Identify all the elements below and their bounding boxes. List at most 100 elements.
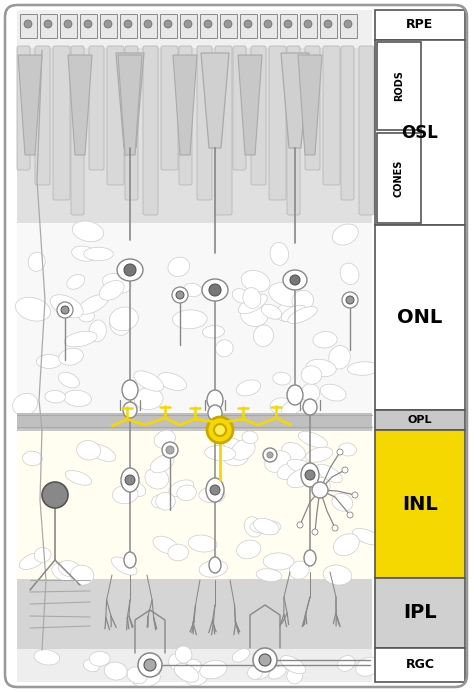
- Ellipse shape: [339, 443, 356, 456]
- Ellipse shape: [277, 464, 298, 480]
- FancyBboxPatch shape: [161, 46, 178, 170]
- Bar: [17, 10, 372, 48]
- Bar: [17, 579, 372, 649]
- Ellipse shape: [332, 224, 358, 245]
- Bar: [320, 14, 337, 38]
- Text: CONES: CONES: [394, 159, 404, 197]
- Circle shape: [204, 20, 212, 28]
- Circle shape: [214, 424, 226, 436]
- FancyBboxPatch shape: [269, 46, 286, 200]
- Ellipse shape: [109, 307, 138, 331]
- Circle shape: [84, 20, 92, 28]
- Ellipse shape: [250, 520, 281, 534]
- Ellipse shape: [304, 550, 316, 566]
- Ellipse shape: [89, 320, 106, 342]
- Circle shape: [176, 291, 184, 299]
- Ellipse shape: [158, 372, 187, 390]
- Circle shape: [244, 20, 252, 28]
- Circle shape: [166, 446, 174, 454]
- Ellipse shape: [13, 393, 37, 416]
- Ellipse shape: [261, 304, 282, 319]
- Bar: [40, 14, 57, 38]
- Ellipse shape: [254, 518, 279, 535]
- Ellipse shape: [156, 492, 175, 510]
- FancyBboxPatch shape: [305, 46, 320, 170]
- Circle shape: [42, 482, 68, 508]
- Circle shape: [124, 20, 132, 28]
- Polygon shape: [18, 55, 42, 155]
- Ellipse shape: [34, 650, 60, 665]
- Bar: [375, 430, 465, 578]
- Polygon shape: [281, 53, 309, 148]
- Ellipse shape: [185, 668, 207, 686]
- FancyBboxPatch shape: [107, 46, 124, 185]
- Bar: [375, 225, 465, 410]
- Circle shape: [259, 654, 271, 666]
- Ellipse shape: [59, 348, 83, 365]
- Circle shape: [342, 292, 358, 308]
- Ellipse shape: [281, 305, 307, 322]
- Circle shape: [138, 653, 162, 677]
- Ellipse shape: [231, 439, 255, 460]
- Ellipse shape: [36, 354, 62, 368]
- FancyBboxPatch shape: [143, 46, 158, 215]
- Ellipse shape: [52, 563, 80, 581]
- FancyBboxPatch shape: [71, 46, 84, 215]
- Circle shape: [264, 20, 272, 28]
- Ellipse shape: [329, 345, 350, 369]
- Ellipse shape: [287, 459, 316, 474]
- Ellipse shape: [332, 493, 353, 511]
- Circle shape: [64, 20, 72, 28]
- Ellipse shape: [208, 405, 222, 421]
- Text: RODS: RODS: [394, 71, 404, 102]
- Ellipse shape: [117, 259, 143, 281]
- Bar: [80, 14, 97, 38]
- Ellipse shape: [292, 291, 313, 311]
- Bar: [17, 413, 372, 429]
- FancyBboxPatch shape: [341, 46, 354, 200]
- Ellipse shape: [312, 477, 330, 495]
- Ellipse shape: [58, 561, 81, 577]
- Ellipse shape: [287, 468, 315, 488]
- Ellipse shape: [64, 331, 97, 347]
- FancyBboxPatch shape: [35, 46, 50, 185]
- Ellipse shape: [123, 402, 137, 418]
- Bar: [375, 578, 465, 648]
- Ellipse shape: [202, 325, 225, 338]
- Ellipse shape: [67, 274, 85, 289]
- Circle shape: [162, 442, 178, 458]
- Ellipse shape: [154, 430, 175, 448]
- Polygon shape: [116, 53, 144, 148]
- Polygon shape: [118, 55, 142, 155]
- Circle shape: [144, 20, 152, 28]
- Ellipse shape: [111, 557, 137, 575]
- FancyBboxPatch shape: [179, 46, 192, 185]
- Circle shape: [305, 470, 315, 480]
- Ellipse shape: [222, 437, 248, 454]
- Ellipse shape: [244, 517, 263, 537]
- Circle shape: [61, 306, 69, 314]
- FancyBboxPatch shape: [359, 46, 374, 215]
- Circle shape: [125, 475, 135, 485]
- Ellipse shape: [270, 398, 292, 415]
- Bar: [17, 649, 372, 682]
- Ellipse shape: [313, 331, 337, 348]
- Bar: [260, 14, 277, 38]
- Ellipse shape: [202, 279, 228, 301]
- Ellipse shape: [89, 651, 110, 666]
- Circle shape: [332, 525, 338, 531]
- Ellipse shape: [337, 655, 355, 671]
- Ellipse shape: [283, 270, 307, 290]
- FancyBboxPatch shape: [323, 46, 340, 185]
- Ellipse shape: [301, 384, 320, 403]
- Ellipse shape: [207, 390, 223, 410]
- Ellipse shape: [177, 485, 196, 501]
- Ellipse shape: [153, 536, 178, 554]
- Ellipse shape: [84, 247, 113, 261]
- Polygon shape: [173, 55, 197, 155]
- Ellipse shape: [306, 359, 336, 377]
- Bar: [200, 14, 217, 38]
- Ellipse shape: [223, 448, 248, 466]
- Circle shape: [104, 20, 112, 28]
- Ellipse shape: [174, 664, 199, 682]
